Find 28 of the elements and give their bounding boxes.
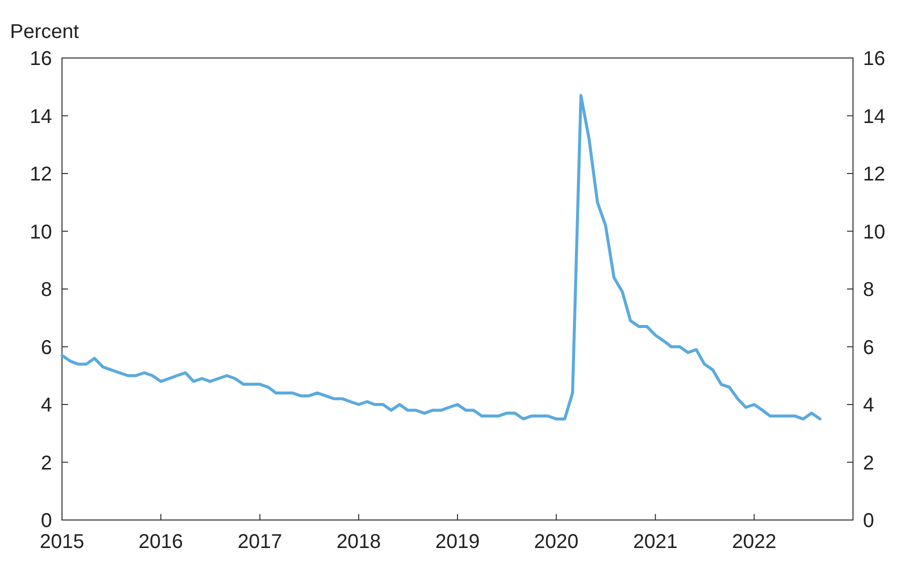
- y2-tick-label: 16: [863, 48, 886, 70]
- x-tick-label: 2017: [238, 531, 282, 553]
- y2-tick-label: 12: [863, 164, 886, 186]
- y-tick-label: 14: [30, 106, 52, 128]
- y-tick-label: 8: [40, 279, 52, 301]
- y-tick-label: 0: [40, 510, 52, 532]
- y-tick-label: 6: [40, 336, 52, 359]
- x-tick-label: 2020: [534, 531, 579, 553]
- y2-tick-label: 6: [863, 336, 874, 359]
- y2-tick-label: 4: [863, 394, 874, 416]
- y-tick-label: 2: [40, 452, 52, 474]
- x-tick-label: 2015: [40, 531, 84, 553]
- y2-tick-label: 2: [863, 452, 874, 474]
- y2-tick-label: 14: [863, 106, 886, 128]
- y-tick-label: 12: [30, 164, 52, 186]
- x-tick-label: 2016: [138, 531, 184, 553]
- y-tick-label: 16: [30, 48, 52, 70]
- x-tick-label: 2018: [336, 531, 381, 553]
- y-axis-title: Percent: [10, 21, 80, 43]
- line-series: [60, 94, 822, 420]
- x-tick-label: 2019: [435, 531, 480, 553]
- y-tick-label: 4: [40, 394, 52, 416]
- x-tick-label: 2022: [732, 531, 776, 553]
- y2-tick-label: 0: [863, 510, 874, 532]
- y2-tick-label: 8: [863, 279, 874, 301]
- y2-tick-label: 10: [863, 221, 886, 244]
- y-tick-label: 10: [30, 221, 52, 244]
- x-tick-label: 2021: [633, 531, 678, 553]
